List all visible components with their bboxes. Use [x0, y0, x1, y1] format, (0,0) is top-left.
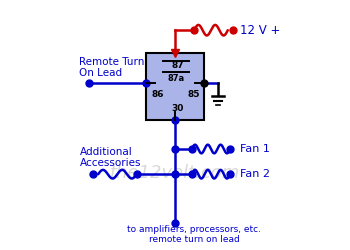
Text: Remote Turn
On Lead: Remote Turn On Lead	[79, 56, 144, 78]
Text: 30: 30	[171, 104, 184, 113]
Text: the12volt.com: the12volt.com	[110, 164, 240, 182]
Bar	[146, 53, 204, 120]
Text: 12 V +: 12 V +	[240, 24, 280, 37]
Text: 86: 86	[152, 90, 164, 99]
Text: to amplifiers, processors, etc.
remote turn on lead: to amplifiers, processors, etc. remote t…	[127, 224, 261, 244]
Text: Fan 1: Fan 1	[240, 144, 270, 154]
Text: 87: 87	[171, 60, 184, 70]
Text: Additional
Accessories: Additional Accessories	[80, 146, 142, 168]
Text: 85: 85	[187, 90, 200, 99]
Text: 87a: 87a	[168, 74, 185, 83]
Text: Fan 2: Fan 2	[240, 169, 270, 179]
